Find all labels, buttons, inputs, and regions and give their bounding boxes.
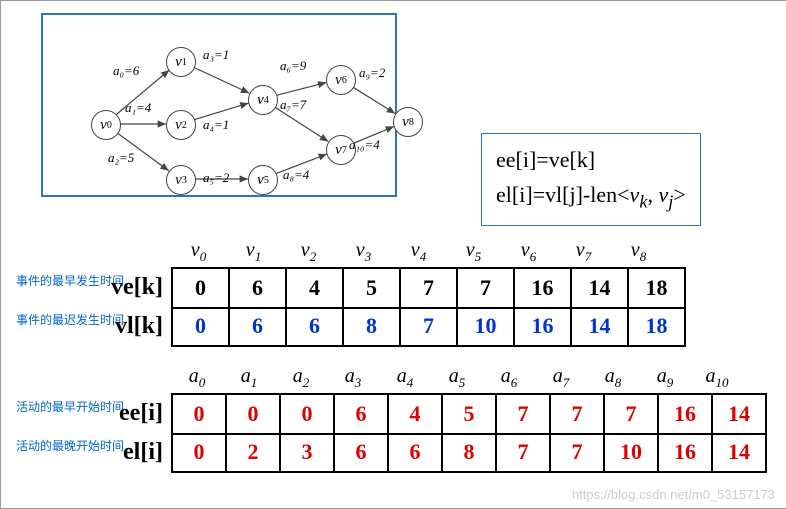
col-header: a8 xyxy=(587,365,639,391)
table-cell: 5 xyxy=(344,267,401,309)
table-cell: 7 xyxy=(551,393,605,435)
edge-label: a₂=5 xyxy=(108,150,134,166)
table-cell: 3 xyxy=(281,433,335,473)
edge-label: a₅=2 xyxy=(203,170,229,186)
table-cell: 4 xyxy=(389,393,443,435)
watermark: https://blog.csdn.net/m0_53157173 xyxy=(572,487,775,502)
col-header: v5 xyxy=(446,239,501,265)
edge-label: a₁=4 xyxy=(125,100,151,116)
table-cell: 6 xyxy=(335,433,389,473)
graph-node: v4 xyxy=(248,85,278,115)
table-cell: 7 xyxy=(458,267,515,309)
table-cell: 6 xyxy=(389,433,443,473)
table-cell: 7 xyxy=(497,433,551,473)
col-header: v0 xyxy=(171,239,226,265)
col-header: v6 xyxy=(501,239,556,265)
row-var-label: vl[k] xyxy=(115,313,163,340)
col-header: a7 xyxy=(535,365,587,391)
row-var-label: ee[i] xyxy=(119,400,163,427)
col-header: v1 xyxy=(226,239,281,265)
activity-table-header-row: a0a1a2a3a4a5a6a7a8a9a10 xyxy=(16,365,743,391)
row-description: 事件的最早发生时间 xyxy=(16,272,124,289)
table-cell: 16 xyxy=(659,433,713,473)
edge-label: a₇=7 xyxy=(280,97,306,113)
col-header: v7 xyxy=(556,239,611,265)
activity-table-row: 活动的最晚开始时间el[i]02366877101614 xyxy=(16,433,767,473)
col-header: a9 xyxy=(639,365,691,391)
activity-table-row: 活动的最早开始时间ee[i]0006457771614 xyxy=(16,393,767,435)
row-description: 事件的最迟发生时间 xyxy=(16,311,124,328)
edge-label: a₁₀=4 xyxy=(349,137,380,153)
row-var-label: el[i] xyxy=(123,439,163,466)
table-cell: 0 xyxy=(281,393,335,435)
table-cell: 7 xyxy=(401,267,458,309)
col-header: v2 xyxy=(281,239,336,265)
event-table-row: 事件的最迟发生时间vl[k]0668710161418 xyxy=(16,307,686,347)
formula-box: ee[i]=ve[k] el[i]=vl[j]-len<vk, vj> xyxy=(481,133,701,226)
table-cell: 0 xyxy=(171,393,227,435)
table-cell: 8 xyxy=(443,433,497,473)
table-cell: 16 xyxy=(515,267,572,309)
table-cell: 10 xyxy=(605,433,659,473)
table-cell: 0 xyxy=(171,433,227,473)
table-cell: 7 xyxy=(551,433,605,473)
col-header: a1 xyxy=(223,365,275,391)
table-cell: 7 xyxy=(605,393,659,435)
table-cell: 0 xyxy=(171,267,230,309)
col-header: v8 xyxy=(611,239,666,265)
graph-node: v3 xyxy=(166,165,196,195)
table-cell: 0 xyxy=(171,307,230,347)
table-cell: 6 xyxy=(230,267,287,309)
table-cell: 4 xyxy=(287,267,344,309)
table-cell: 14 xyxy=(572,307,629,347)
table-cell: 10 xyxy=(458,307,515,347)
table-cell: 7 xyxy=(497,393,551,435)
col-header: a3 xyxy=(327,365,379,391)
event-table-header-row: v0v1v2v3v4v5v6v7v8 xyxy=(16,239,666,265)
col-header: a4 xyxy=(379,365,431,391)
formula-line1: ee[i]=ve[k] xyxy=(496,142,686,177)
table-cell: 14 xyxy=(713,433,767,473)
graph-node: v6 xyxy=(326,65,356,95)
table-cell: 6 xyxy=(287,307,344,347)
col-header: a10 xyxy=(691,365,743,391)
table-cell: 8 xyxy=(344,307,401,347)
table-cell: 7 xyxy=(401,307,458,347)
table-cell: 0 xyxy=(227,393,281,435)
edge-label: a₀=6 xyxy=(113,63,139,79)
row-description: 活动的最早开始时间 xyxy=(16,398,124,415)
table-cell: 14 xyxy=(713,393,767,435)
table-cell: 18 xyxy=(629,267,686,309)
table-cell: 14 xyxy=(572,267,629,309)
edge-label: a₉=2 xyxy=(359,65,385,81)
table-cell: 18 xyxy=(629,307,686,347)
col-header: a6 xyxy=(483,365,535,391)
graph-node: v8 xyxy=(393,107,423,137)
table-cell: 6 xyxy=(230,307,287,347)
edge-label: a₄=1 xyxy=(203,117,229,133)
event-table-row: 事件的最早发生时间ve[k]064577161418 xyxy=(16,267,686,309)
edge-label: a₃=1 xyxy=(203,47,229,63)
table-cell: 16 xyxy=(515,307,572,347)
graph-node: v0 xyxy=(91,110,121,140)
table-cell: 5 xyxy=(443,393,497,435)
formula-line2: el[i]=vl[j]-len<vk, vj> xyxy=(496,177,686,217)
col-header: a0 xyxy=(171,365,223,391)
graph-node: v1 xyxy=(166,47,196,77)
col-header: a5 xyxy=(431,365,483,391)
table-cell: 2 xyxy=(227,433,281,473)
graph-node: v2 xyxy=(166,110,196,140)
row-description: 活动的最晚开始时间 xyxy=(16,437,124,454)
edge-label: a₈=4 xyxy=(283,167,309,183)
table-cell: 16 xyxy=(659,393,713,435)
row-var-label: ve[k] xyxy=(111,274,163,301)
edge-label: a₆=9 xyxy=(280,58,306,74)
col-header: v4 xyxy=(391,239,446,265)
table-cell: 6 xyxy=(335,393,389,435)
col-header: v3 xyxy=(336,239,391,265)
graph-node: v5 xyxy=(248,165,278,195)
col-header: a2 xyxy=(275,365,327,391)
